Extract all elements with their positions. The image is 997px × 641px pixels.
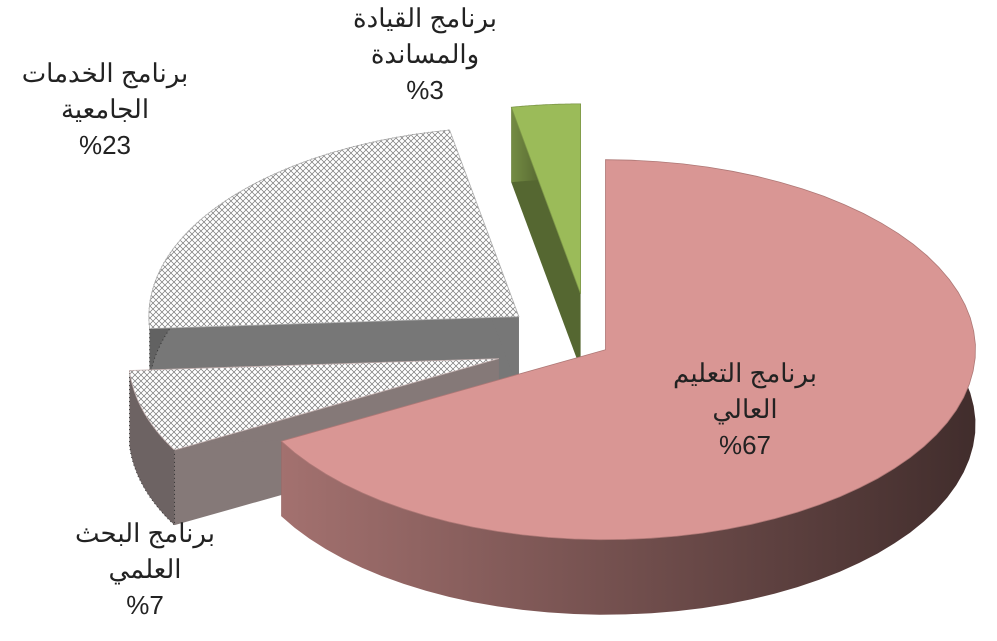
value-label: %67 <box>718 430 772 460</box>
slice <box>148 129 520 330</box>
slice <box>510 103 582 295</box>
category-label: برنامج الخدمات الجامعية <box>21 58 189 124</box>
category-label: برنامج البحث العلمي <box>75 518 215 584</box>
value-label: %7 <box>126 590 164 620</box>
value-label: %23 <box>78 130 132 160</box>
slice <box>280 159 976 541</box>
slice <box>129 358 499 451</box>
slice-side <box>129 370 175 527</box>
slice-label: برنامج التعليم العالي %67 <box>645 355 845 463</box>
slice-label: برنامج القيادة والمساندة %3 <box>325 0 525 108</box>
category-label: برنامج التعليم العالي <box>673 358 817 424</box>
slice-label: برنامج الخدمات الجامعية %23 <box>5 55 205 163</box>
slice-label: برنامج البحث العلمي %7 <box>45 515 245 623</box>
category-label: برنامج القيادة والمساندة <box>353 3 497 69</box>
value-label: %3 <box>406 75 444 105</box>
